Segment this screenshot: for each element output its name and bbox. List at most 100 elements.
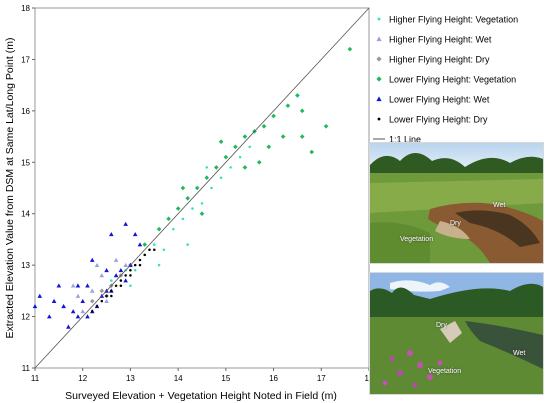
higher-flying-height-vegetation-point xyxy=(181,217,185,221)
dry-label: Dry xyxy=(450,220,461,227)
dry-label: Dry xyxy=(436,322,447,329)
lower-flying-height-vegetation-point xyxy=(218,139,224,145)
wet-label: Wet xyxy=(513,350,526,357)
higher-flying-height-vegetation-point xyxy=(153,243,156,246)
lower-flying-height-vegetation-point xyxy=(180,185,186,191)
lower-flying-height-vegetation-point xyxy=(242,134,248,139)
lower-flying-height-wet-point xyxy=(109,231,114,237)
lower-flying-height-vegetation-point xyxy=(323,123,329,129)
lower-flying-height-vegetation-point xyxy=(199,211,205,217)
legend-label-higher-flying-height-vegetation: Higher Flying Height: Vegetation xyxy=(389,15,518,25)
lower-flying-height-wet-point xyxy=(75,314,81,319)
higher-flying-height-wet-point xyxy=(89,288,95,293)
legend-label-higher-flying-height-wet: Higher Flying Height: Wet xyxy=(389,35,492,45)
lower-flying-height-vegetation-point xyxy=(271,113,276,119)
lower-flying-height-dry-point xyxy=(119,284,123,287)
lower-flying-height-vegetation-point xyxy=(285,103,291,109)
higher-flying-height-wet-point xyxy=(99,273,105,278)
lower-flying-height-wet-point xyxy=(137,242,143,247)
higher-flying-height-vegetation-point xyxy=(238,155,242,159)
lower-flying-height-dry-point xyxy=(129,269,132,272)
lower-flying-height-vegetation-point xyxy=(214,165,219,170)
higher-flying-height-vegetation-point xyxy=(191,207,194,210)
lower-flying-height-wet-point xyxy=(104,267,109,273)
y-tick-label: 15 xyxy=(21,158,30,167)
vegetation-label: Vegetation xyxy=(400,236,434,243)
lower-flying-height-wet-point xyxy=(118,267,124,273)
lower-flying-height-wet-point xyxy=(75,283,81,288)
lower-flying-height-dry-point xyxy=(133,263,137,267)
lower-flying-height-dry-point xyxy=(153,248,156,251)
lower-flying-height-wet-point xyxy=(32,303,38,309)
lower-flying-height-vegetation-point xyxy=(280,134,286,139)
lower-flying-height-dry-point xyxy=(110,289,113,293)
higher-flying-height-vegetation-point xyxy=(129,284,132,287)
lower-flying-height-vegetation-point xyxy=(194,185,200,191)
higher-flying-height-vegetation-point xyxy=(205,166,209,169)
lower-flying-height-wet-point xyxy=(56,283,62,288)
legend: Higher Flying Height: Vegetation Higher F… xyxy=(373,15,518,145)
lower-flying-height-wet-point xyxy=(61,303,66,309)
lower-flying-height-vegetation-point xyxy=(266,144,272,150)
lower-flying-height-dry-point xyxy=(119,279,123,282)
legend-label-1-1-line: 1:1 Line xyxy=(389,135,421,145)
lower-flying-height-dry-point xyxy=(105,294,108,298)
x-tick-label: 14 xyxy=(174,374,183,383)
lower-flying-height-dry-point xyxy=(124,274,127,277)
lower-flying-height-vegetation-point xyxy=(242,165,248,170)
legend-swatch-lower-flying-height-wet xyxy=(376,96,382,102)
lower-flying-height-vegetation-point xyxy=(233,144,238,150)
legend-swatch-higher-flying-height-wet xyxy=(376,36,382,42)
lower-flying-height-wet-point xyxy=(37,293,43,298)
y-tick-label: 16 xyxy=(21,107,30,116)
y-tick-label: 17 xyxy=(21,55,30,64)
x-tick-label: 12 xyxy=(78,374,87,383)
legend-label-lower-flying-height-dry: Lower Flying Height: Dry xyxy=(389,115,488,125)
higher-flying-height-wet-point xyxy=(75,293,81,298)
legend-swatch-higher-flying-height-vegetation xyxy=(377,17,381,21)
higher-flying-height-wet-point xyxy=(123,262,128,267)
plot-marks xyxy=(32,7,370,369)
lower-flying-height-wet-point xyxy=(85,314,90,319)
lower-flying-height-vegetation-point xyxy=(299,108,305,114)
vegetation-label: Vegetation xyxy=(428,368,462,375)
x-tick-label: 17 xyxy=(317,374,326,383)
higher-flying-height-wet-point xyxy=(70,283,76,288)
lower-flying-height-vegetation-point xyxy=(166,216,171,222)
lower-flying-height-vegetation-point xyxy=(185,195,190,201)
lower-flying-height-vegetation-point xyxy=(156,226,162,232)
legend-label-higher-flying-height-dry: Higher Flying Height: Dry xyxy=(389,55,490,65)
higher-flying-height-wet-point xyxy=(104,298,109,303)
higher-flying-height-vegetation-point xyxy=(229,166,232,169)
lower-flying-height-wet-point xyxy=(89,257,95,262)
lower-flying-height-dry-point xyxy=(114,284,118,287)
field-photo-top: Wet Dry Vegetation xyxy=(369,142,544,264)
wet-label: Wet xyxy=(493,202,506,209)
legend-swatch-lower-flying-height-vegetation xyxy=(376,76,382,82)
higher-flying-height-wet-point xyxy=(94,262,100,267)
lower-flying-height-dry-point xyxy=(138,258,142,262)
lower-flying-height-wet-point xyxy=(80,298,86,303)
higher-flying-height-vegetation-point xyxy=(172,227,175,231)
higher-flying-height-dry-point xyxy=(89,298,95,304)
lower-flying-height-dry-point xyxy=(110,294,113,298)
higher-flying-height-vegetation-point xyxy=(210,186,213,190)
lower-flying-height-dry-point xyxy=(143,253,147,257)
higher-flying-height-vegetation-point xyxy=(157,263,161,267)
lower-flying-height-wet-point xyxy=(47,314,52,319)
higher-flying-height-vegetation-point xyxy=(133,269,137,272)
lower-flying-height-wet-point xyxy=(113,273,119,278)
lower-flying-height-dry-point xyxy=(138,263,142,267)
higher-flying-height-wet-point xyxy=(80,309,86,314)
x-tick-label: 13 xyxy=(126,374,135,383)
y-axis-label: Extracted Elevation Value from DSM at Sa… xyxy=(4,38,16,339)
y-tick-label: 11 xyxy=(22,364,31,373)
higher-flying-height-vegetation-point xyxy=(162,248,166,251)
lower-flying-height-vegetation-point xyxy=(175,206,181,211)
lower-flying-height-dry-point xyxy=(148,248,151,251)
lower-flying-height-wet-point xyxy=(70,309,76,314)
lower-flying-height-wet-point xyxy=(123,278,128,283)
lower-flying-height-vegetation-point xyxy=(204,175,210,181)
